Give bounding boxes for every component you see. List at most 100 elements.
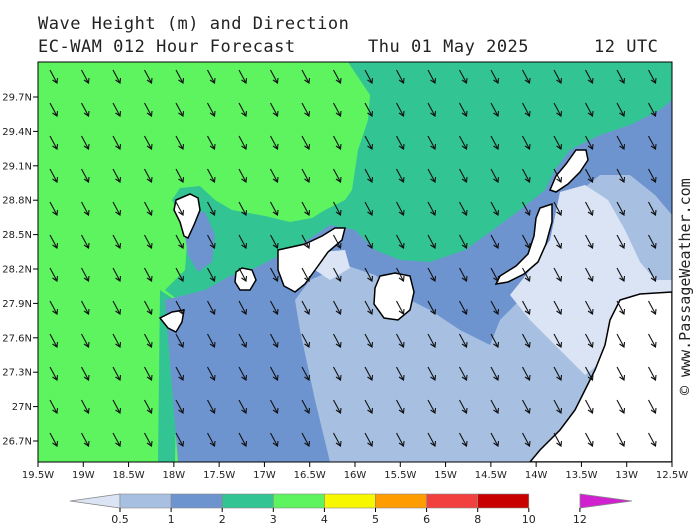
wave-arrow [112,135,122,150]
wave-arrow [616,135,626,150]
wave-arrow [207,333,216,348]
lon-tick-label: 18W [163,470,186,480]
forecast-model-label: EC-WAM 012 Hour Forecast [38,37,296,57]
wave-arrow [585,399,594,414]
wave-arrow [207,69,216,84]
wave-arrow [364,135,374,150]
wave-arrow [522,432,531,447]
lat-tick-label: 28.2N [2,265,32,276]
wave-arrow [553,69,563,84]
wave-arrow [238,135,248,150]
wave-arrow [616,366,626,381]
wave-arrow [81,399,90,414]
wave-arrow [616,432,626,447]
wave-arrow [333,201,342,216]
wave-arrow [459,102,468,117]
wave-arrow [144,432,153,447]
wave-arrow [144,366,153,381]
wave-arrow [144,168,153,183]
wave-arrow [490,432,500,447]
wave-arrow [144,234,153,249]
wave-arrow [301,135,311,150]
wave-arrow [270,201,279,216]
wave-arrow [396,201,405,216]
wave-arrow [522,399,531,414]
wave-height-legend: 0.5 1 2 3 4 5 6 8 10 12 [69,493,633,525]
wave-arrow [490,300,500,315]
wave-arrow [396,333,405,348]
wave-arrow [616,333,626,348]
wave-arrow [616,267,626,282]
wave-arrow [648,69,657,84]
watermark: © www.PassageWeather.com [676,178,694,395]
wave-arrow [175,432,185,447]
wave-arrow [427,300,437,315]
wave-arrow [522,168,531,183]
lon-tick-label: 14W [525,470,548,480]
wave-arrow [175,102,185,117]
wave-arrow [238,366,248,381]
wave-arrow [270,69,279,84]
wave-arrow [270,432,279,447]
wave-arrow [490,267,500,282]
wave-arrow [144,333,153,348]
legend-arrow-right [579,493,633,509]
wave-arrow [333,102,342,117]
wave-arrow [396,69,405,84]
wave-arrow [522,234,531,249]
wave-arrow [333,300,342,315]
wave-arrow [207,267,216,282]
latitude-axis: 29.7N 29.4N 29.1N 28.8N 28.5N 28.2N 27.9N 27.6N… [2,93,38,448]
wave-arrow [175,366,185,381]
wave-arrow [333,267,342,282]
wave-arrow [522,102,531,117]
lon-tick-label: 19.5W [22,470,54,480]
wave-arrow [396,399,405,414]
legend-label: 2 [219,513,226,525]
wave-arrow [585,135,594,150]
wave-height-map: 29.7N 29.4N 29.1N 28.8N 28.5N 28.2N 27.9N 27.6N… [2,61,688,480]
wave-arrow [301,102,311,117]
wave-arrow [459,69,468,84]
wave-arrow [522,366,531,381]
legend-swatch [119,493,172,509]
wave-arrow [648,366,657,381]
wave-arrow [144,135,153,150]
wave-arrow [553,333,563,348]
wave-arrow [333,168,342,183]
wave-arrow [427,168,437,183]
wave-arrow [112,432,122,447]
wave-arrow [459,234,468,249]
wave-arrow [553,399,563,414]
wave-arrow [396,102,405,117]
lat-tick-label: 27.3N [2,368,32,379]
wave-arrow [112,399,122,414]
wave-arrow [333,234,342,249]
wave-arrow [364,267,374,282]
wave-arrow [144,201,153,216]
wave-arrow [270,333,279,348]
wave-arrow [49,333,59,348]
wave-arrow [238,234,248,249]
lat-tick-label: 28.8N [2,196,32,207]
wave-arrow [81,135,90,150]
lat-tick-label: 29.1N [2,161,32,172]
wave-arrow [616,168,626,183]
lat-tick-label: 28.5N [2,230,32,241]
wave-arrow [49,300,59,315]
wave-arrow [427,234,437,249]
wave-arrow [364,69,374,84]
tenerife-island [277,227,346,293]
wave-arrow [616,201,626,216]
wave-arrow [585,69,594,84]
wave-arrow [364,366,374,381]
wave-arrow [396,234,405,249]
wave-arrow [427,399,437,414]
wave-arrow [112,102,122,117]
wave-arrow [522,300,531,315]
fuerteventura-island [494,202,553,285]
wave-arrow [585,300,594,315]
wave-arrow [301,69,311,84]
wave-arrow [301,168,311,183]
wave-arrow [490,168,500,183]
